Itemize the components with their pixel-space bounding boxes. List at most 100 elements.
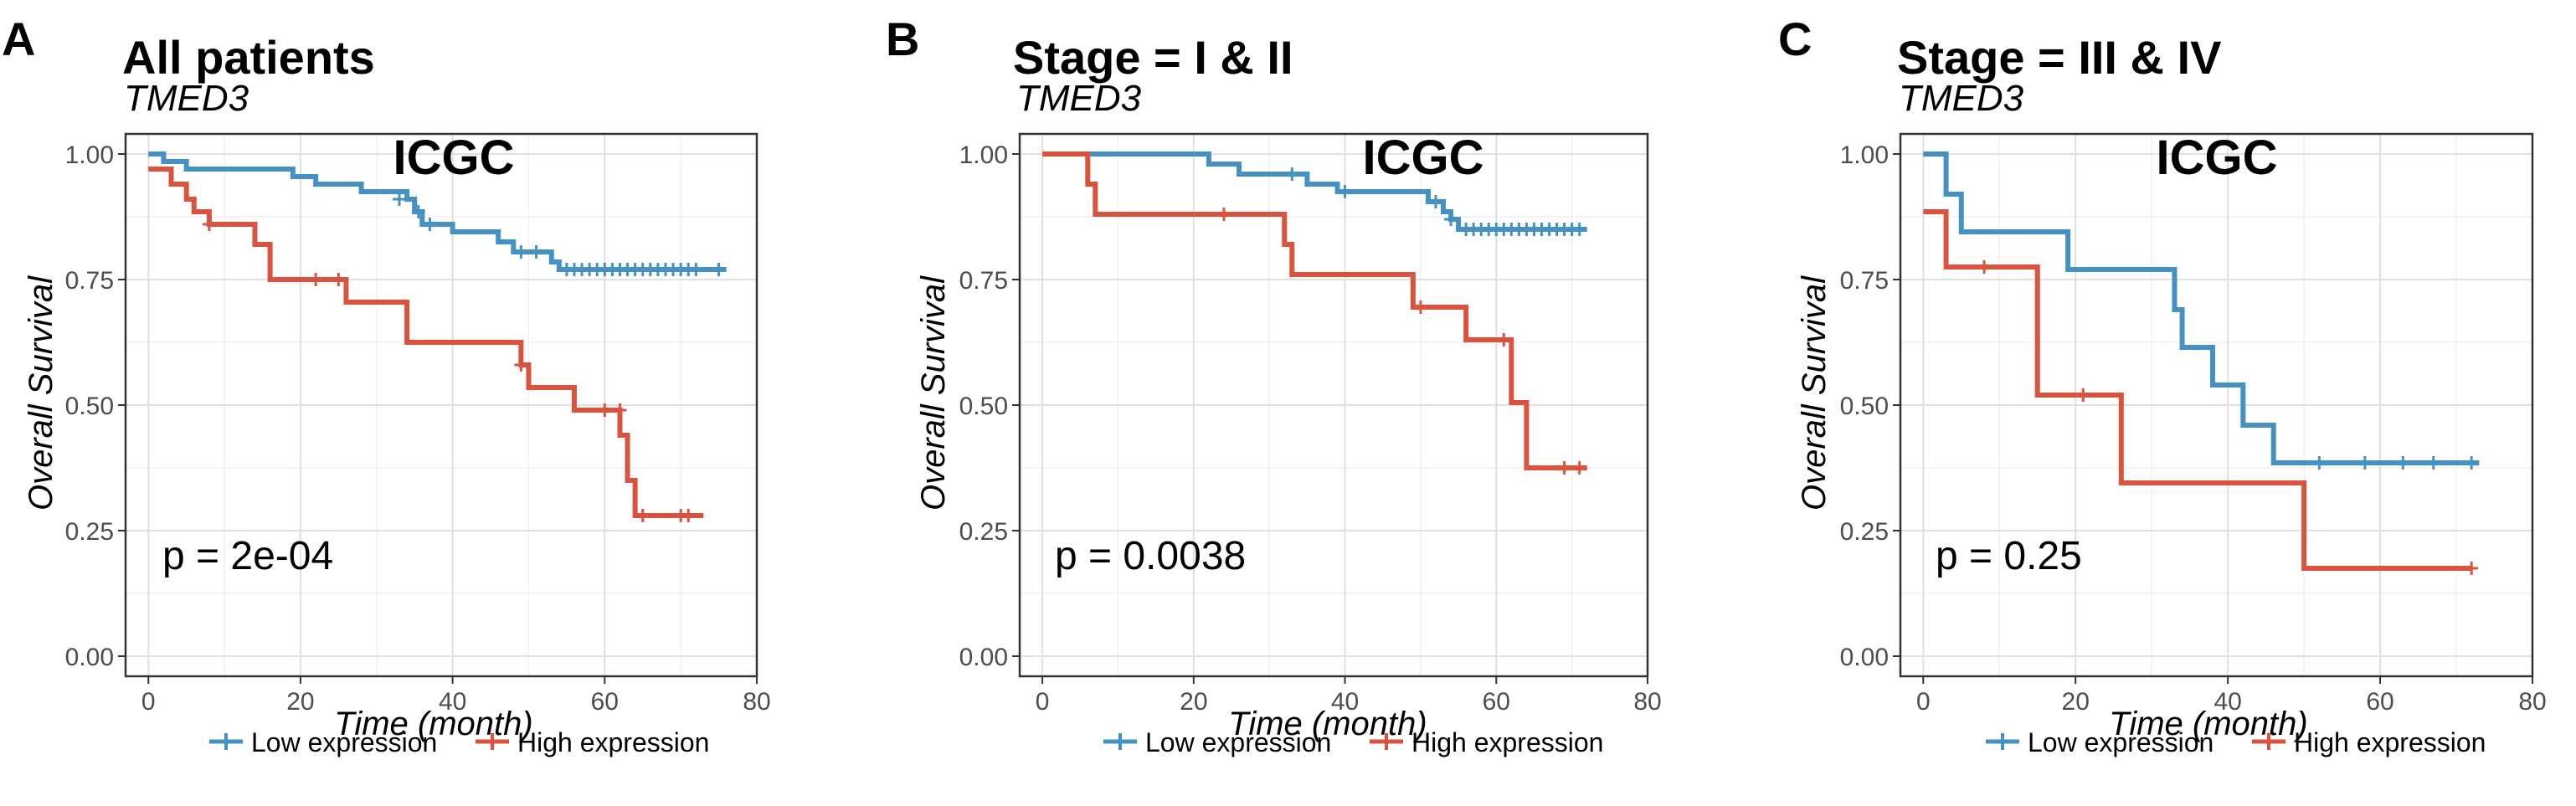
y-tick-label: 0.75	[1840, 267, 1889, 295]
y-tick-label: 0.50	[1840, 393, 1889, 420]
censor-mark-high	[332, 273, 346, 286]
survival-curve-low	[1923, 151, 2480, 465]
legend-item-high: High expression	[476, 727, 709, 757]
x-tick-label: 20	[1180, 688, 1207, 716]
censor-mark-low	[712, 263, 726, 276]
x-tick-label: 20	[2062, 688, 2090, 716]
cohort-label: ICGC	[1363, 131, 1484, 185]
y-tick-label: 0.00	[1840, 644, 1889, 671]
x-tick-label: 80	[2518, 688, 2546, 716]
y-tick-label: 0.50	[959, 393, 1008, 420]
x-tick-label: 0	[141, 688, 156, 716]
legend-label-low: Low expression	[251, 727, 437, 757]
y-tick-label: 0.25	[1840, 518, 1889, 546]
censor-mark-high	[1216, 208, 1231, 221]
y-tick-label: 1.00	[1840, 141, 1889, 169]
y-axis-title: Overall Survival	[915, 275, 952, 511]
x-axis-title: Time (month)	[1228, 706, 1427, 742]
censor-mark-high	[1977, 260, 1992, 274]
x-tick-label: 0	[1916, 688, 1931, 716]
cohort-label: ICGC	[393, 131, 515, 185]
censor-mark-low	[2357, 456, 2372, 470]
x-tick-label: 60	[1483, 688, 1510, 716]
censor-mark-high	[202, 218, 216, 231]
plot-area: 0 20 40 60 80 0.00 0.25 0.50 0.75 1.00	[959, 132, 1662, 716]
legend: Low expression High expression	[1986, 727, 2486, 757]
panel-b: B Stage = I & II TMED3 Overall Survival …	[886, 13, 1662, 757]
panel-subtitle: TMED3	[124, 78, 249, 119]
y-tick-label: 0.75	[959, 267, 1008, 295]
panel-title: Stage = III & IV	[1897, 31, 2221, 84]
y-tick-label: 0.50	[65, 393, 114, 420]
censor-mark-high	[2076, 388, 2090, 402]
x-tick-label: 60	[2366, 688, 2393, 716]
survival-curve-low	[1042, 151, 1587, 232]
y-tick-label: 0.00	[959, 644, 1008, 671]
y-tick-label: 0.25	[65, 518, 114, 546]
legend-item-low: Low expression	[1986, 727, 2214, 757]
survival-curve-high	[1042, 151, 1587, 470]
panel-subtitle: TMED3	[1899, 78, 2024, 119]
censor-mark-low	[423, 218, 437, 231]
panel-a: A All patients TMED3 Overall Survival 0 2…	[2, 13, 771, 757]
y-tick-label: 1.00	[65, 141, 114, 169]
panel-title: Stage = I & II	[1013, 31, 1293, 84]
y-tick-label: 1.00	[959, 141, 1008, 169]
legend-label-high: High expression	[1411, 727, 1603, 757]
censor-mark-high	[309, 273, 323, 286]
legend-item-high: High expression	[2252, 727, 2486, 757]
x-axis-title: Time (month)	[334, 706, 532, 742]
censor-mark-low	[529, 245, 543, 259]
cohort-label: ICGC	[2157, 131, 2278, 185]
censor-mark-high	[635, 509, 650, 522]
censor-mark-low	[514, 245, 528, 259]
survival-curve-high	[1923, 209, 2472, 571]
panel-letter: C	[1778, 13, 1812, 65]
x-tick-label: 80	[743, 688, 770, 716]
p-value: p = 0.25	[1936, 534, 2082, 578]
panel-letter: B	[886, 13, 919, 65]
legend-label-high: High expression	[517, 727, 709, 757]
censor-mark-high	[1413, 300, 1427, 314]
plot-area: 0 20 40 60 80 0.00 0.25 0.50 0.75 1.00	[1840, 132, 2547, 716]
y-tick-label: 0.25	[959, 518, 1008, 546]
censor-mark-high	[514, 358, 528, 372]
y-tick-label: 0.00	[65, 644, 114, 671]
survival-curve-high	[148, 167, 704, 518]
x-tick-label: 40	[1331, 688, 1359, 716]
x-tick-label: 80	[1633, 688, 1661, 716]
censor-mark-high	[598, 403, 612, 417]
censor-mark-high	[2465, 562, 2479, 575]
censor-mark-low	[1444, 213, 1458, 226]
y-tick-label: 0.75	[65, 267, 114, 295]
x-tick-label: 20	[286, 688, 314, 716]
legend: Low expression High expression	[209, 727, 709, 757]
x-tick-label: 0	[1036, 688, 1050, 716]
censor-mark-low	[1285, 167, 1299, 181]
censor-mark-low	[2396, 456, 2410, 470]
x-tick-label: 60	[591, 688, 619, 716]
censor-mark-high	[1497, 333, 1511, 347]
legend-label-high: High expression	[2294, 727, 2486, 757]
censor-mark-low	[2312, 456, 2327, 470]
censor-mark-low	[1338, 185, 1352, 198]
censor-mark-low	[1572, 223, 1586, 236]
legend-item-low: Low expression	[1103, 727, 1331, 757]
y-axis-title: Overall Survival	[23, 275, 59, 511]
censor-mark-low	[411, 205, 425, 218]
panel-c: C Stage = III & IV TMED3 Overall Surviva…	[1778, 13, 2547, 757]
censor-mark-low	[393, 193, 407, 206]
censor-mark-high	[1572, 461, 1586, 475]
legend-item-high: High expression	[1370, 727, 1603, 757]
legend: Low expression High expression	[1103, 727, 1603, 757]
x-tick-label: 40	[2214, 688, 2241, 716]
legend-item-low: Low expression	[209, 727, 437, 757]
x-tick-label: 40	[439, 688, 466, 716]
censor-mark-high	[681, 509, 696, 522]
p-value: p = 0.0038	[1055, 534, 1246, 578]
panel-title: All patients	[122, 31, 375, 84]
censor-mark-high	[613, 403, 627, 417]
x-axis-title: Time (month)	[2109, 706, 2307, 742]
p-value: p = 2e-04	[162, 534, 333, 578]
